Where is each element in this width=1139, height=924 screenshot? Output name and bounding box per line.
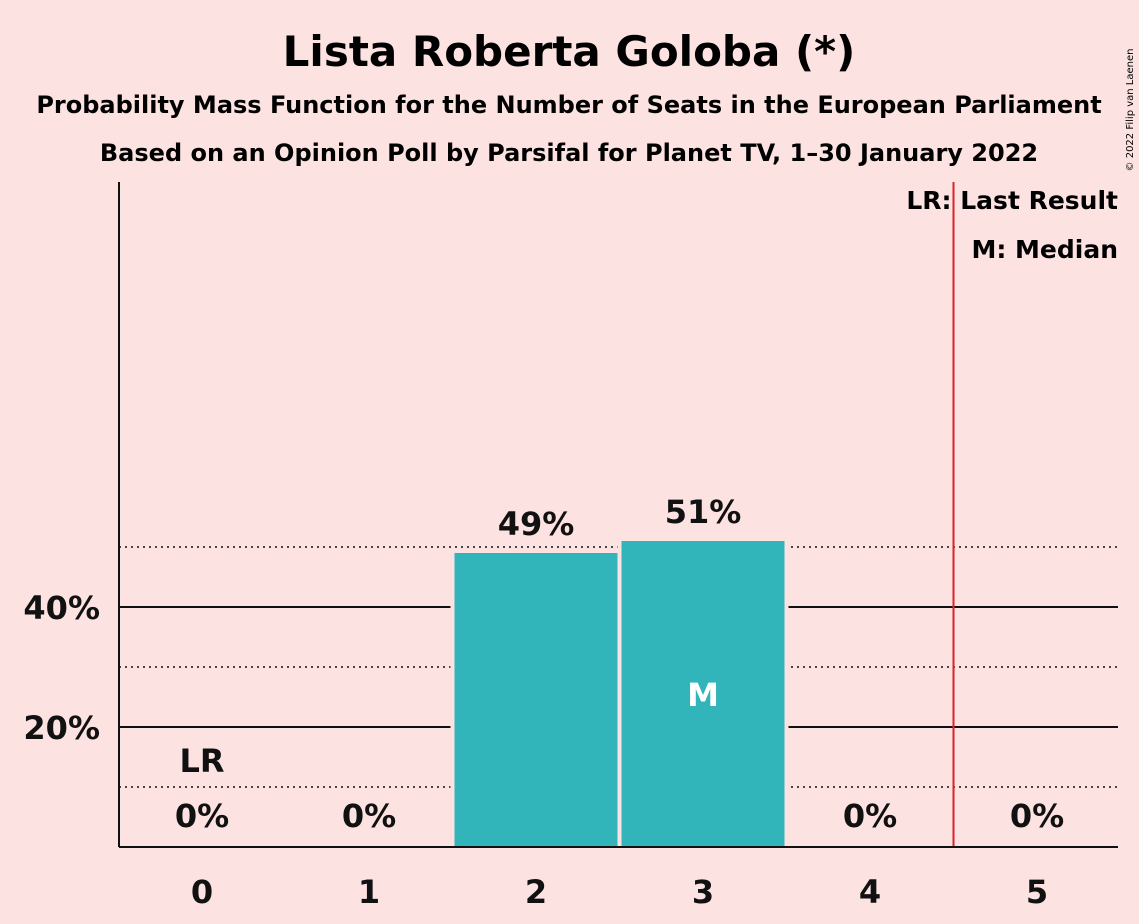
bar-value-label-4: 0%: [843, 797, 897, 835]
bar-value-label-0: 0%: [175, 797, 229, 835]
y-tick-label: 40%: [23, 589, 100, 627]
x-tick-label-2: 2: [525, 873, 547, 911]
bar-3: [621, 541, 785, 847]
x-tick-labels: 0 1 2 3 4 5: [191, 873, 1048, 911]
bar-value-label-5: 0%: [1010, 797, 1064, 835]
legend-median: M: Median: [971, 235, 1118, 264]
axes: [118, 182, 1118, 848]
x-tick-label-1: 1: [358, 873, 380, 911]
bar-value-label-2: 49%: [498, 505, 575, 543]
bar-value-label-1: 0%: [342, 797, 396, 835]
chart-subtitle-2: Based on an Opinion Poll by Parsifal for…: [100, 139, 1038, 167]
x-tick-label-4: 4: [859, 873, 881, 911]
bar-2: [454, 553, 618, 847]
bars: [450, 182, 955, 847]
x-tick-label-5: 5: [1026, 873, 1048, 911]
bar-value-labels: 0% 0% 49% 51% 0% 0% LR M: [175, 493, 1064, 835]
legend-last-result: LR: Last Result: [906, 186, 1118, 215]
bar-value-label-3: 51%: [665, 493, 742, 531]
y-tick-labels: 20% 40%: [23, 589, 100, 747]
chart-title: Lista Roberta Goloba (*): [283, 27, 856, 76]
median-marker: M: [687, 676, 719, 714]
copyright-text: © 2022 Filip van Laenen: [1125, 49, 1136, 172]
chart-subtitle-1: Probability Mass Function for the Number…: [36, 91, 1101, 119]
x-tick-label-3: 3: [692, 873, 714, 911]
y-tick-label: 20%: [23, 709, 100, 747]
x-tick-label-0: 0: [191, 873, 213, 911]
last-result-marker: LR: [179, 742, 224, 780]
